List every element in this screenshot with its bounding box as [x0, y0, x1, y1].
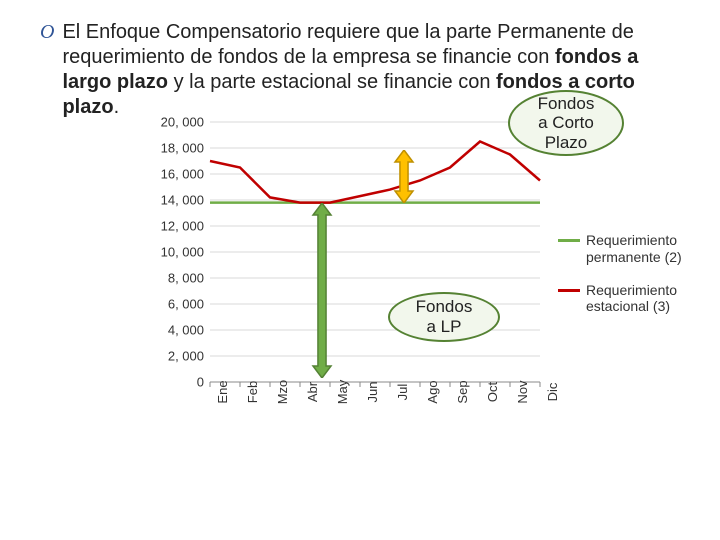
x-tick-label: Ago	[425, 380, 440, 403]
x-tick-label: Ene	[215, 380, 230, 403]
x-tick-label: Mzo	[275, 380, 290, 405]
y-tick-label: 10, 000	[161, 245, 204, 260]
y-tick-label: 18, 000	[161, 141, 204, 156]
y-tick-label: 20, 000	[161, 115, 204, 130]
legend-label: Requerimiento permanente (2)	[586, 232, 698, 266]
para-p2: y la parte estacional se financie con	[168, 71, 496, 93]
para-p3: .	[114, 96, 120, 118]
legend-swatch	[558, 239, 580, 242]
y-tick-label: 6, 000	[168, 297, 204, 312]
y-tick-label: 0	[197, 375, 204, 390]
bullet-marker: O	[40, 20, 54, 44]
legend: Requerimiento permanente (2) Requerimient…	[558, 232, 698, 331]
x-tick-label: Jul	[395, 384, 410, 401]
legend-item: Requerimiento permanente (2)	[558, 232, 698, 266]
x-tick-label: Feb	[245, 381, 260, 403]
x-tick-label: Dic	[545, 383, 560, 402]
x-tick-label: Sep	[455, 380, 470, 403]
double-arrow-icon	[389, 150, 419, 203]
callout-bubble: Fondosa LP	[388, 292, 500, 342]
y-tick-label: 16, 000	[161, 167, 204, 182]
x-tick-label: Abr	[305, 382, 320, 402]
legend-swatch	[558, 289, 580, 292]
x-tick-label: Nov	[515, 380, 530, 403]
callout-bubble: Fondosa CortoPlazo	[508, 90, 624, 156]
y-tick-label: 4, 000	[168, 323, 204, 338]
y-tick-label: 12, 000	[161, 219, 204, 234]
x-tick-label: May	[335, 380, 350, 405]
y-tick-label: 14, 000	[161, 193, 204, 208]
x-tick-label: Oct	[485, 382, 500, 402]
legend-item: Requerimiento estacional (3)	[558, 282, 698, 316]
para-p1: El Enfoque Compensatorio requiere que la…	[62, 21, 633, 68]
chart-area: 0 2, 000 4, 000 6, 000 8, 000 10, 000 12, 000 1…	[150, 114, 710, 504]
y-tick-label: 8, 000	[168, 271, 204, 286]
x-tick-label: Jun	[365, 382, 380, 403]
double-arrow-icon	[307, 203, 337, 378]
y-tick-label: 2, 000	[168, 349, 204, 364]
legend-label: Requerimiento estacional (3)	[586, 282, 698, 316]
